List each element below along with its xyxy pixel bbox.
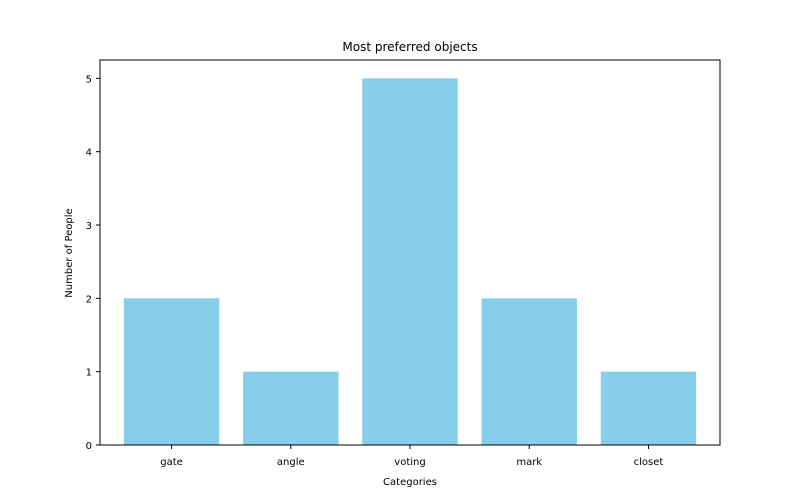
x-tick-label: angle bbox=[277, 457, 305, 468]
y-tick-label: 1 bbox=[86, 368, 92, 379]
x-axis-label: Categories bbox=[383, 477, 437, 488]
y-tick-label: 5 bbox=[86, 74, 92, 85]
bar-gate bbox=[123, 298, 220, 445]
y-tick-label: 2 bbox=[86, 294, 92, 305]
x-tick-label: gate bbox=[160, 457, 183, 468]
bar-mark bbox=[481, 298, 577, 445]
y-tick-label: 3 bbox=[86, 221, 92, 232]
bars-layer bbox=[123, 78, 697, 445]
y-axis-label: Number of People bbox=[64, 208, 75, 297]
bar-closet bbox=[600, 371, 697, 445]
y-tick-label: 4 bbox=[86, 148, 92, 159]
x-tick-label: voting bbox=[394, 457, 425, 468]
y-axis: 0 1 2 3 4 5 bbox=[86, 74, 100, 452]
bar-angle bbox=[243, 371, 339, 445]
x-tick-label: closet bbox=[634, 457, 664, 468]
chart-title: Most preferred objects bbox=[342, 40, 477, 54]
y-tick-label: 0 bbox=[86, 441, 92, 452]
x-axis: gate angle voting mark closet bbox=[160, 445, 663, 468]
bar-voting bbox=[362, 78, 458, 445]
x-tick-label: mark bbox=[516, 457, 542, 468]
